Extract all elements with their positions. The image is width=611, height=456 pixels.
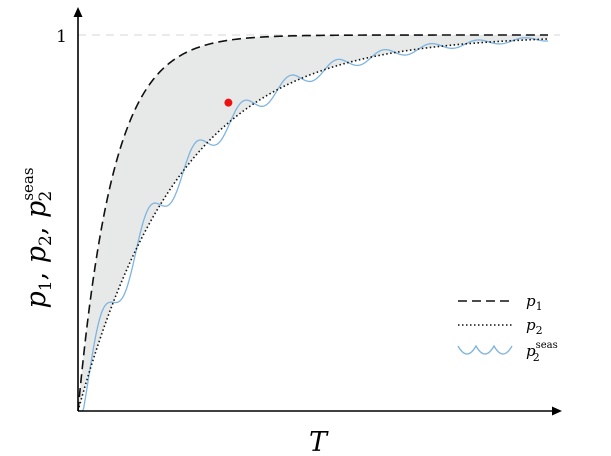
shaded-region xyxy=(78,35,548,411)
legend-p2-label: p2 xyxy=(526,316,543,337)
series-p2-seas-line xyxy=(78,37,549,412)
y-title-p2s-base: p xyxy=(21,201,52,218)
legend-p1-label: p1 xyxy=(526,292,543,313)
legend-p2seas-label: pseas 2 xyxy=(526,340,558,364)
legend: p1 p2 pseas 2 xyxy=(457,292,558,364)
y-axis-title: p1, p2, pseas2 xyxy=(19,167,56,308)
x-axis-title: T xyxy=(309,427,329,456)
highlight-point xyxy=(224,98,233,107)
y-title-p2s-sub: 2 xyxy=(36,191,56,202)
y-title-p2-base: p xyxy=(21,246,52,263)
y-title-p2-sub: 2 xyxy=(36,235,56,246)
y-title-sep2: , xyxy=(21,218,52,235)
y-title-p1-sub: 1 xyxy=(36,280,56,291)
plot-area xyxy=(77,34,560,412)
legend-p2seas-swatch xyxy=(457,344,513,355)
y-tick-label-1: 1 xyxy=(56,27,67,47)
series-p2-line xyxy=(77,38,549,412)
y-title-sep1: , xyxy=(21,263,52,280)
y-axis-arrow xyxy=(73,7,83,17)
y-title-p2s-sup: seas xyxy=(19,167,37,200)
x-axis-arrow xyxy=(552,406,562,416)
y-title-p1-base: p xyxy=(21,291,52,308)
